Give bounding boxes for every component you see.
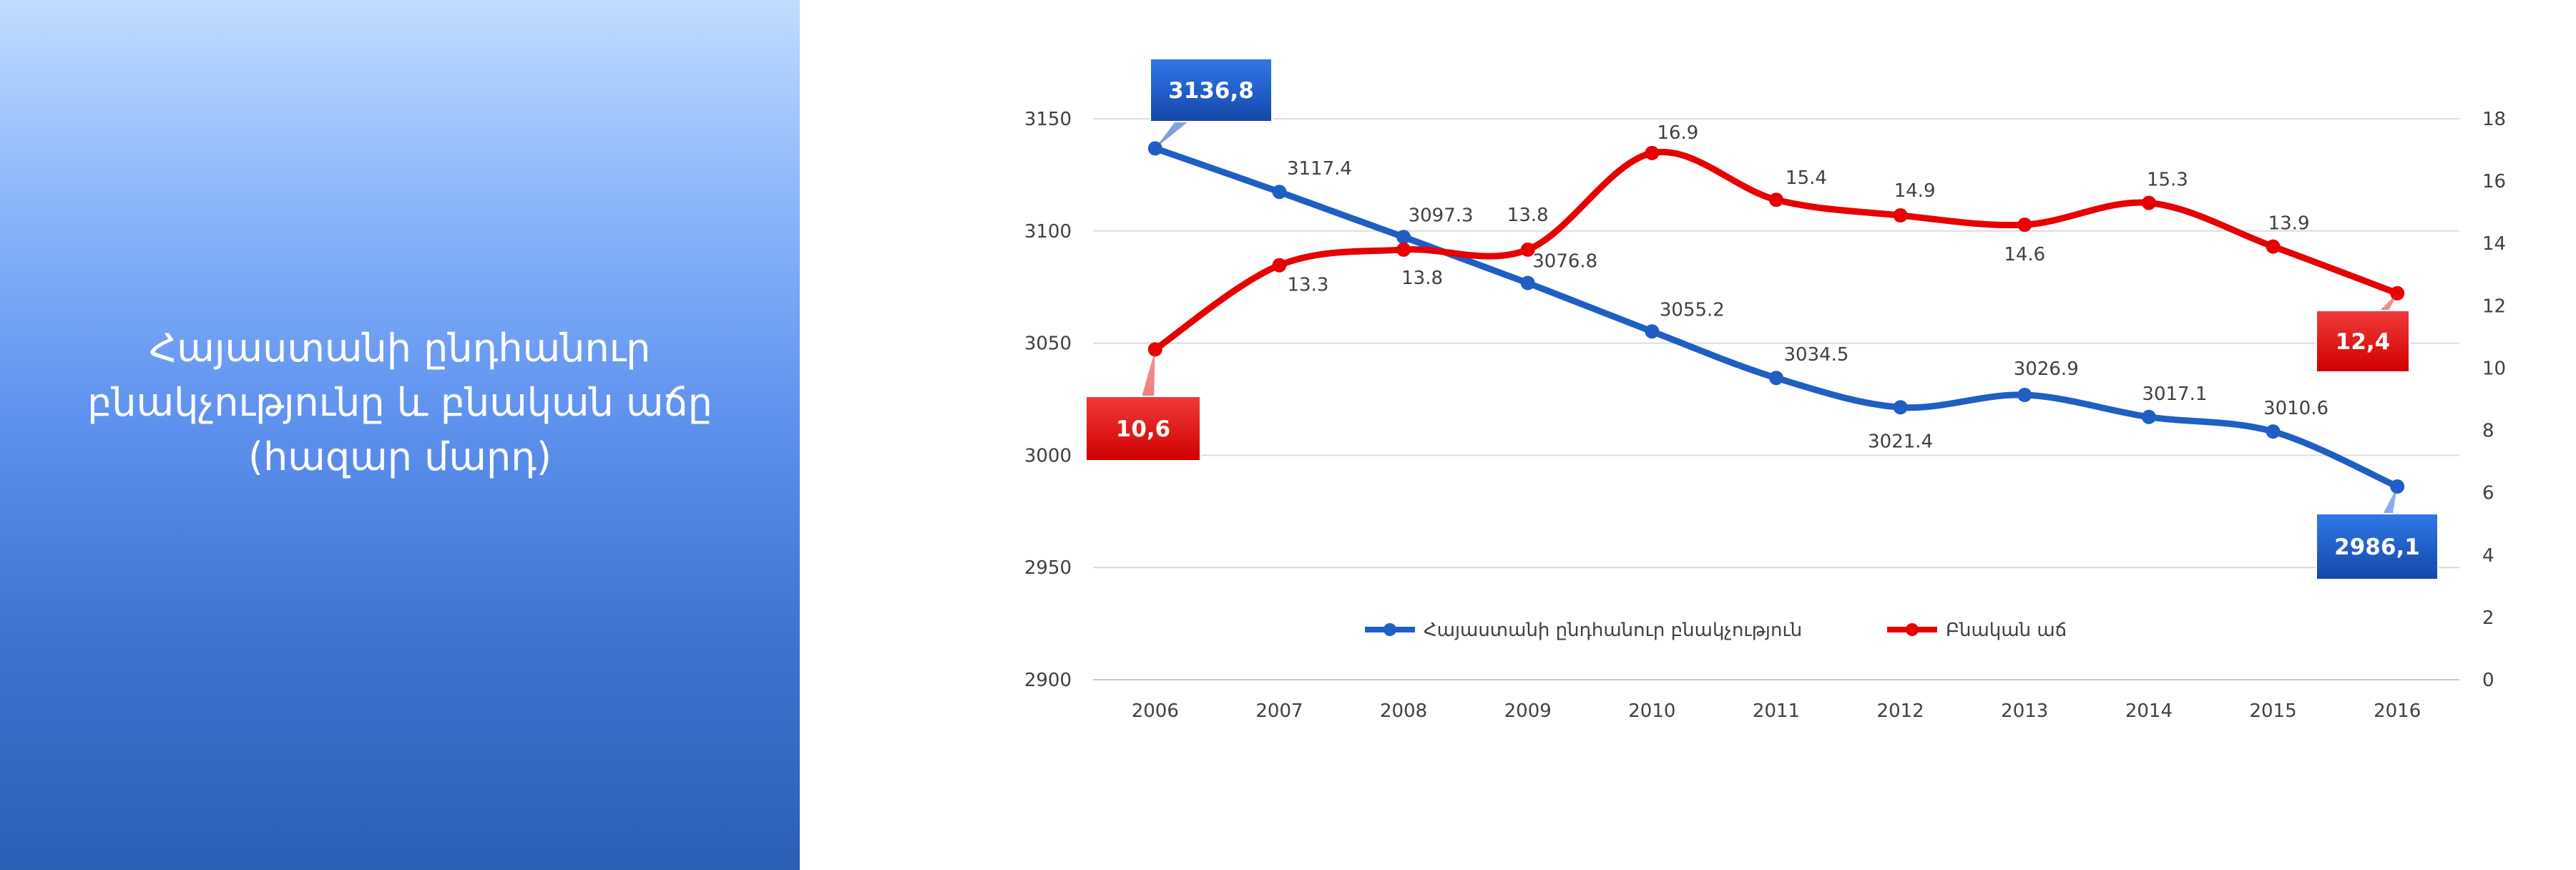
y-right-tick-label: 16	[2482, 171, 2506, 192]
data-label: 13.9	[2268, 213, 2310, 235]
x-tick-label: 2008	[1380, 700, 1427, 722]
series-1-point	[1520, 275, 1535, 290]
y-right-tick-label: 14	[2482, 233, 2506, 255]
series-1-point	[2017, 388, 2032, 403]
x-tick-label: 2014	[2125, 700, 2173, 722]
data-label: 16.9	[1657, 122, 1698, 144]
x-tick-label: 2009	[1504, 700, 1552, 722]
y-right-tick-label: 12	[2482, 295, 2506, 317]
title-panel: Հայաստանի ընդհանուր բնակչությունը և բնակ…	[0, 0, 800, 870]
data-label: 3017.1	[2142, 383, 2207, 405]
callout-blue-last-text: 2986,1	[2334, 534, 2420, 560]
series-2-point	[1645, 145, 1660, 160]
callout-red-last	[2316, 310, 2410, 373]
x-tick-label: 2010	[1628, 700, 1675, 722]
data-label: 3026.9	[2014, 358, 2079, 380]
x-tick-label: 2015	[2249, 700, 2296, 722]
series-1-point	[1396, 230, 1411, 245]
series-2-point	[1272, 258, 1287, 273]
chart-title-line-3: (հազար մարդ)	[248, 434, 552, 479]
x-tick-label: 2006	[1132, 700, 1179, 722]
callout-red-first-text: 10,6	[1116, 416, 1171, 442]
data-label: 13.3	[1288, 275, 1329, 296]
y-left-tick-label: 2900	[1024, 670, 1072, 691]
series-2-point	[1147, 342, 1162, 357]
series-2-point	[1769, 192, 1783, 207]
y-right-tick-label: 6	[2482, 483, 2494, 504]
series-line-2	[1152, 149, 2401, 353]
series-2-point	[1893, 208, 1908, 223]
x-tick-label: 2016	[2374, 700, 2421, 722]
series-2-point	[2266, 239, 2281, 254]
series-1-point	[1893, 400, 1908, 415]
chart-title: Հայաստանի ընդհանուր բնակչությունը և բնակ…	[49, 321, 750, 484]
data-label: 3010.6	[2263, 398, 2328, 419]
data-label: 3117.4	[1287, 158, 1352, 180]
legend-swatch-marker-2	[1906, 623, 1919, 636]
x-tick-label: 2013	[2001, 700, 2048, 722]
series-1-point	[1272, 185, 1287, 200]
x-tick-label: 2011	[1753, 700, 1800, 722]
y-right-tick-label: 4	[2482, 545, 2494, 567]
data-label: 13.8	[1507, 205, 1549, 226]
callout-blue-first	[1150, 58, 1273, 122]
chart-title-line-1: Հայաստանի ընդհանուր	[149, 326, 651, 371]
series-1-point	[1769, 371, 1783, 386]
series-2-point	[2141, 195, 2156, 210]
y-right-tick-label: 18	[2482, 109, 2506, 130]
y-right-tick-label: 10	[2482, 358, 2506, 379]
data-label: 3055.2	[1660, 299, 1725, 321]
line-chart: 2900 2950 3000 3050 3100 3150 0 2 4 6 8 10 12 14 16 18 2…	[1024, 58, 2506, 722]
x-tick-label: 2012	[1877, 700, 1924, 722]
y-left-tick-label: 3050	[1024, 333, 1072, 355]
y-right-tick-label: 8	[2482, 421, 2494, 442]
data-label: 3076.8	[1532, 251, 1597, 273]
data-label: 14.6	[2004, 244, 2045, 265]
callout-blue-first-text: 3136,8	[1168, 78, 1254, 104]
series-2-point	[2017, 218, 2032, 233]
series-1-point	[2141, 409, 2156, 424]
data-label: 3097.3	[1409, 205, 1474, 226]
data-label: 15.4	[1786, 167, 1827, 189]
data-label: 3034.5	[1784, 344, 1849, 366]
y-right-tick-label: 2	[2482, 607, 2494, 629]
y-left-tick-label: 3100	[1024, 221, 1072, 243]
y-left-tick-label: 3150	[1024, 109, 1072, 130]
callout-red-last-text: 12,4	[2336, 329, 2391, 355]
data-label: 13.8	[1401, 268, 1443, 289]
callout-blue-last	[2316, 513, 2439, 580]
data-label: 14.9	[1894, 180, 1936, 202]
series-1-point	[1645, 324, 1660, 339]
legend-label-2: Բնական աճ	[1946, 620, 2067, 641]
data-label: 3021.4	[1868, 431, 1933, 452]
y-right-tick-label: 0	[2482, 670, 2494, 691]
y-left-tick-label: 3000	[1024, 445, 1072, 466]
y-left-tick-label: 2950	[1024, 557, 1072, 579]
series-1-point	[2266, 424, 2281, 439]
legend-swatch-marker-1	[1384, 623, 1396, 636]
chart-title-line-2: բնակչությունը և բնական աճը	[87, 380, 712, 425]
data-label: 15.3	[2147, 170, 2188, 191]
series-2-point	[1520, 242, 1535, 257]
legend-label-1: Հայաստանի ընդհանուր բնակչություն	[1424, 620, 1802, 641]
callout-red-first	[1085, 396, 1201, 461]
x-tick-label: 2007	[1255, 700, 1303, 722]
series-2-point	[1396, 242, 1411, 257]
